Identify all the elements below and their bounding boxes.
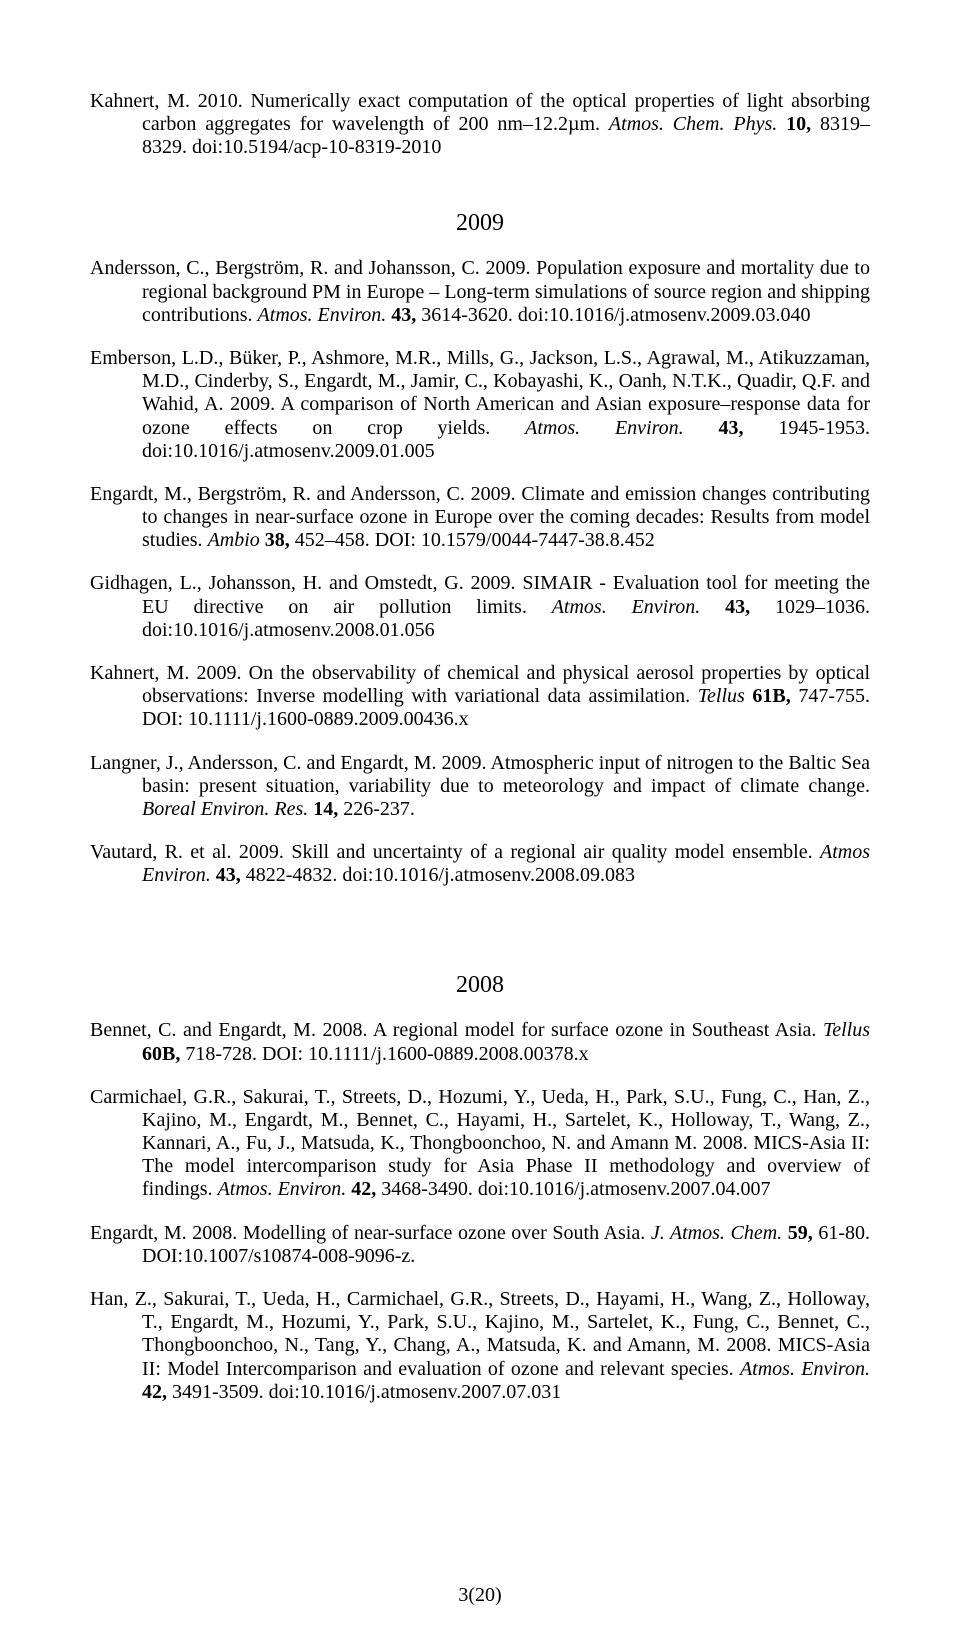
spacer	[90, 160, 870, 186]
reference-entry: Bennet, C. and Engardt, M. 2008. A regio…	[90, 1019, 870, 1065]
reference-entry: Andersson, C., Bergström, R. and Johanss…	[90, 257, 870, 327]
reference-entry: Langner, J., Andersson, C. and Engardt, …	[90, 752, 870, 822]
reference-entry: Kahnert, M. 2010. Numerically exact comp…	[90, 90, 870, 160]
reference-entry: Vautard, R. et al. 2009. Skill and uncer…	[90, 841, 870, 887]
references-top-block: Kahnert, M. 2010. Numerically exact comp…	[90, 90, 870, 160]
year-heading-2009: 2009	[90, 210, 870, 238]
reference-entry: Kahnert, M. 2009. On the observability o…	[90, 662, 870, 732]
reference-entry: Han, Z., Sakurai, T., Ueda, H., Carmicha…	[90, 1288, 870, 1404]
reference-entry: Gidhagen, L., Johansson, H. and Omstedt,…	[90, 572, 870, 642]
year-heading-2008: 2008	[90, 972, 870, 1000]
reference-entry: Engardt, M. 2008. Modelling of near-surf…	[90, 1222, 870, 1268]
references-2009-block: Andersson, C., Bergström, R. and Johanss…	[90, 257, 870, 887]
reference-entry: Emberson, L.D., Büker, P., Ashmore, M.R.…	[90, 347, 870, 463]
page-number: 3(20)	[90, 1584, 870, 1607]
references-2008-block: Bennet, C. and Engardt, M. 2008. A regio…	[90, 1019, 870, 1404]
reference-entry: Carmichael, G.R., Sakurai, T., Streets, …	[90, 1086, 870, 1202]
spacer	[90, 888, 870, 948]
reference-entry: Engardt, M., Bergström, R. and Andersson…	[90, 483, 870, 553]
